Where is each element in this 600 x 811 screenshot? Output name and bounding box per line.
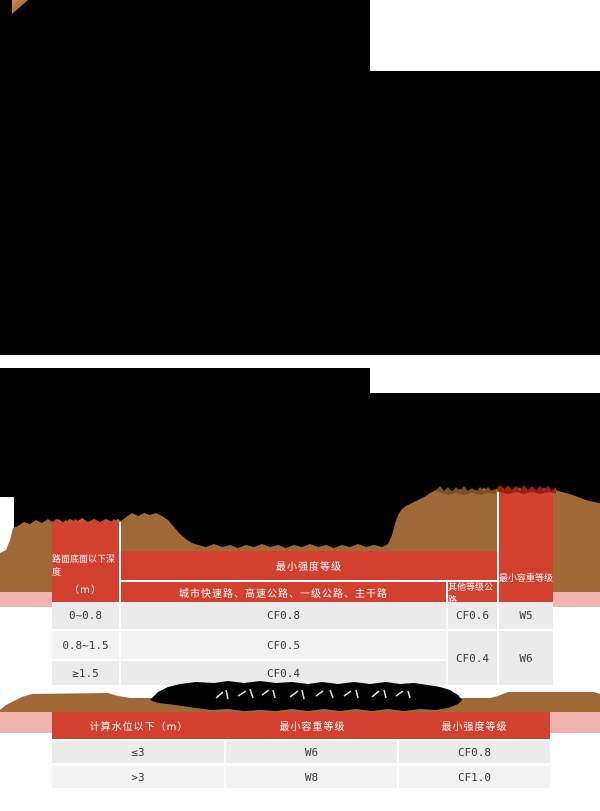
table2-density-header-label: 最小容重等级 bbox=[279, 722, 346, 733]
table2-header-band bbox=[52, 712, 550, 739]
t1-r1-density-value: W5 bbox=[519, 609, 533, 622]
redacted-scribble bbox=[150, 681, 462, 711]
t1-merged-density-value: W6 bbox=[519, 651, 533, 665]
table1-depth-header-cell: 路面底面以下深度 bbox=[52, 551, 119, 579]
t2-r2-strength-value: CF1.0 bbox=[457, 770, 492, 784]
table2-water-header-label: 计算水位以下（m） bbox=[89, 722, 189, 733]
pink-strip-t1-left bbox=[0, 592, 52, 607]
t1-r2-depth: 0.8~1.5 bbox=[52, 631, 119, 659]
t2-r2-water: >3 bbox=[52, 766, 224, 788]
t1-r1-main-value: CF0.8 bbox=[266, 609, 301, 622]
t1-r1-depth-value: 0~0.8 bbox=[68, 609, 103, 622]
table1-density-column-band bbox=[499, 487, 553, 603]
table1-depth-unit-label: （m） bbox=[69, 584, 102, 596]
t1-r3-depth-value: ≥1.5 bbox=[72, 666, 99, 680]
plateau-fringe bbox=[436, 485, 556, 495]
table2-strength-header-label: 最小强度等级 bbox=[441, 722, 508, 733]
table1-strength-header-label: 最小强度等级 bbox=[276, 562, 342, 573]
table1-other-roads-header-cell: 其他等级公路 bbox=[448, 582, 497, 606]
t2-r2-density-value: W8 bbox=[304, 770, 319, 784]
pink-strip-t2-right bbox=[550, 712, 600, 733]
t1-merged-other-value: CF0.4 bbox=[455, 651, 490, 665]
t1-r1-depth: 0~0.8 bbox=[52, 602, 119, 629]
table1-vline-sub bbox=[446, 582, 448, 603]
table1-density-header-cell: 最小容重等级 bbox=[499, 551, 553, 603]
t2-r1-density: W6 bbox=[226, 741, 397, 763]
table1-strength-header-cell: 最小强度等级 bbox=[121, 551, 497, 580]
table1-vline-right bbox=[497, 492, 499, 603]
t1-r1-main: CF0.8 bbox=[121, 602, 446, 629]
t1-r1-other: CF0.6 bbox=[448, 602, 497, 629]
table1-depth-header-label: 路面底面以下深度 bbox=[52, 555, 116, 578]
table1-vline-left bbox=[119, 522, 121, 603]
table1-main-roads-header-cell: 城市快速路、高速公路、一级公路、主干路 bbox=[121, 582, 446, 603]
black-region-mid bbox=[0, 368, 370, 393]
t1-r2-main-value: CF0.5 bbox=[266, 638, 301, 652]
terrain-lower bbox=[0, 681, 600, 713]
t2-r2-strength: CF1.0 bbox=[399, 766, 550, 788]
table2-density-header-cell: 最小容重等级 bbox=[226, 712, 399, 739]
t2-r1-strength-value: CF0.8 bbox=[457, 745, 492, 759]
table2-water-header-cell: 计算水位以下（m） bbox=[52, 712, 226, 739]
table1-depth-column-band bbox=[52, 519, 121, 603]
t2-r2-density: W8 bbox=[226, 766, 397, 788]
table1-main-roads-label: 城市快速路、高速公路、一级公路、主干路 bbox=[179, 589, 388, 600]
t1-merged-density: W6 bbox=[499, 631, 553, 685]
t2-r1-density-value: W6 bbox=[304, 745, 319, 759]
t2-r1-strength: CF0.8 bbox=[399, 741, 550, 763]
t2-r1-water: ≤3 bbox=[52, 741, 224, 763]
t1-r2-main: CF0.5 bbox=[121, 631, 446, 659]
white-cutout-top-right bbox=[370, 0, 600, 71]
t1-r1-other-value: CF0.6 bbox=[455, 609, 490, 622]
pink-strip-t1-right bbox=[553, 592, 600, 607]
t2-r2-water-value: >3 bbox=[131, 770, 145, 784]
t1-r1-density: W5 bbox=[499, 602, 553, 629]
t1-merged-other: CF0.4 bbox=[448, 631, 497, 685]
table1-other-roads-label: 其他等级公路 bbox=[448, 582, 494, 606]
table2-strength-header-cell: 最小强度等级 bbox=[399, 712, 550, 739]
t1-r3-main-value: CF0.4 bbox=[266, 666, 301, 680]
t1-r2-depth-value: 0.8~1.5 bbox=[62, 638, 109, 652]
t1-r3-depth: ≥1.5 bbox=[52, 661, 119, 685]
table1-density-header-label: 最小容重等级 bbox=[499, 573, 554, 584]
table1-depth-unit-cell: （m） bbox=[52, 575, 119, 601]
pink-strip-t2-left bbox=[0, 712, 52, 733]
t1-r3-main: CF0.4 bbox=[121, 661, 446, 685]
table1-hline-header bbox=[121, 580, 497, 582]
t2-r1-water-value: ≤3 bbox=[131, 745, 145, 759]
